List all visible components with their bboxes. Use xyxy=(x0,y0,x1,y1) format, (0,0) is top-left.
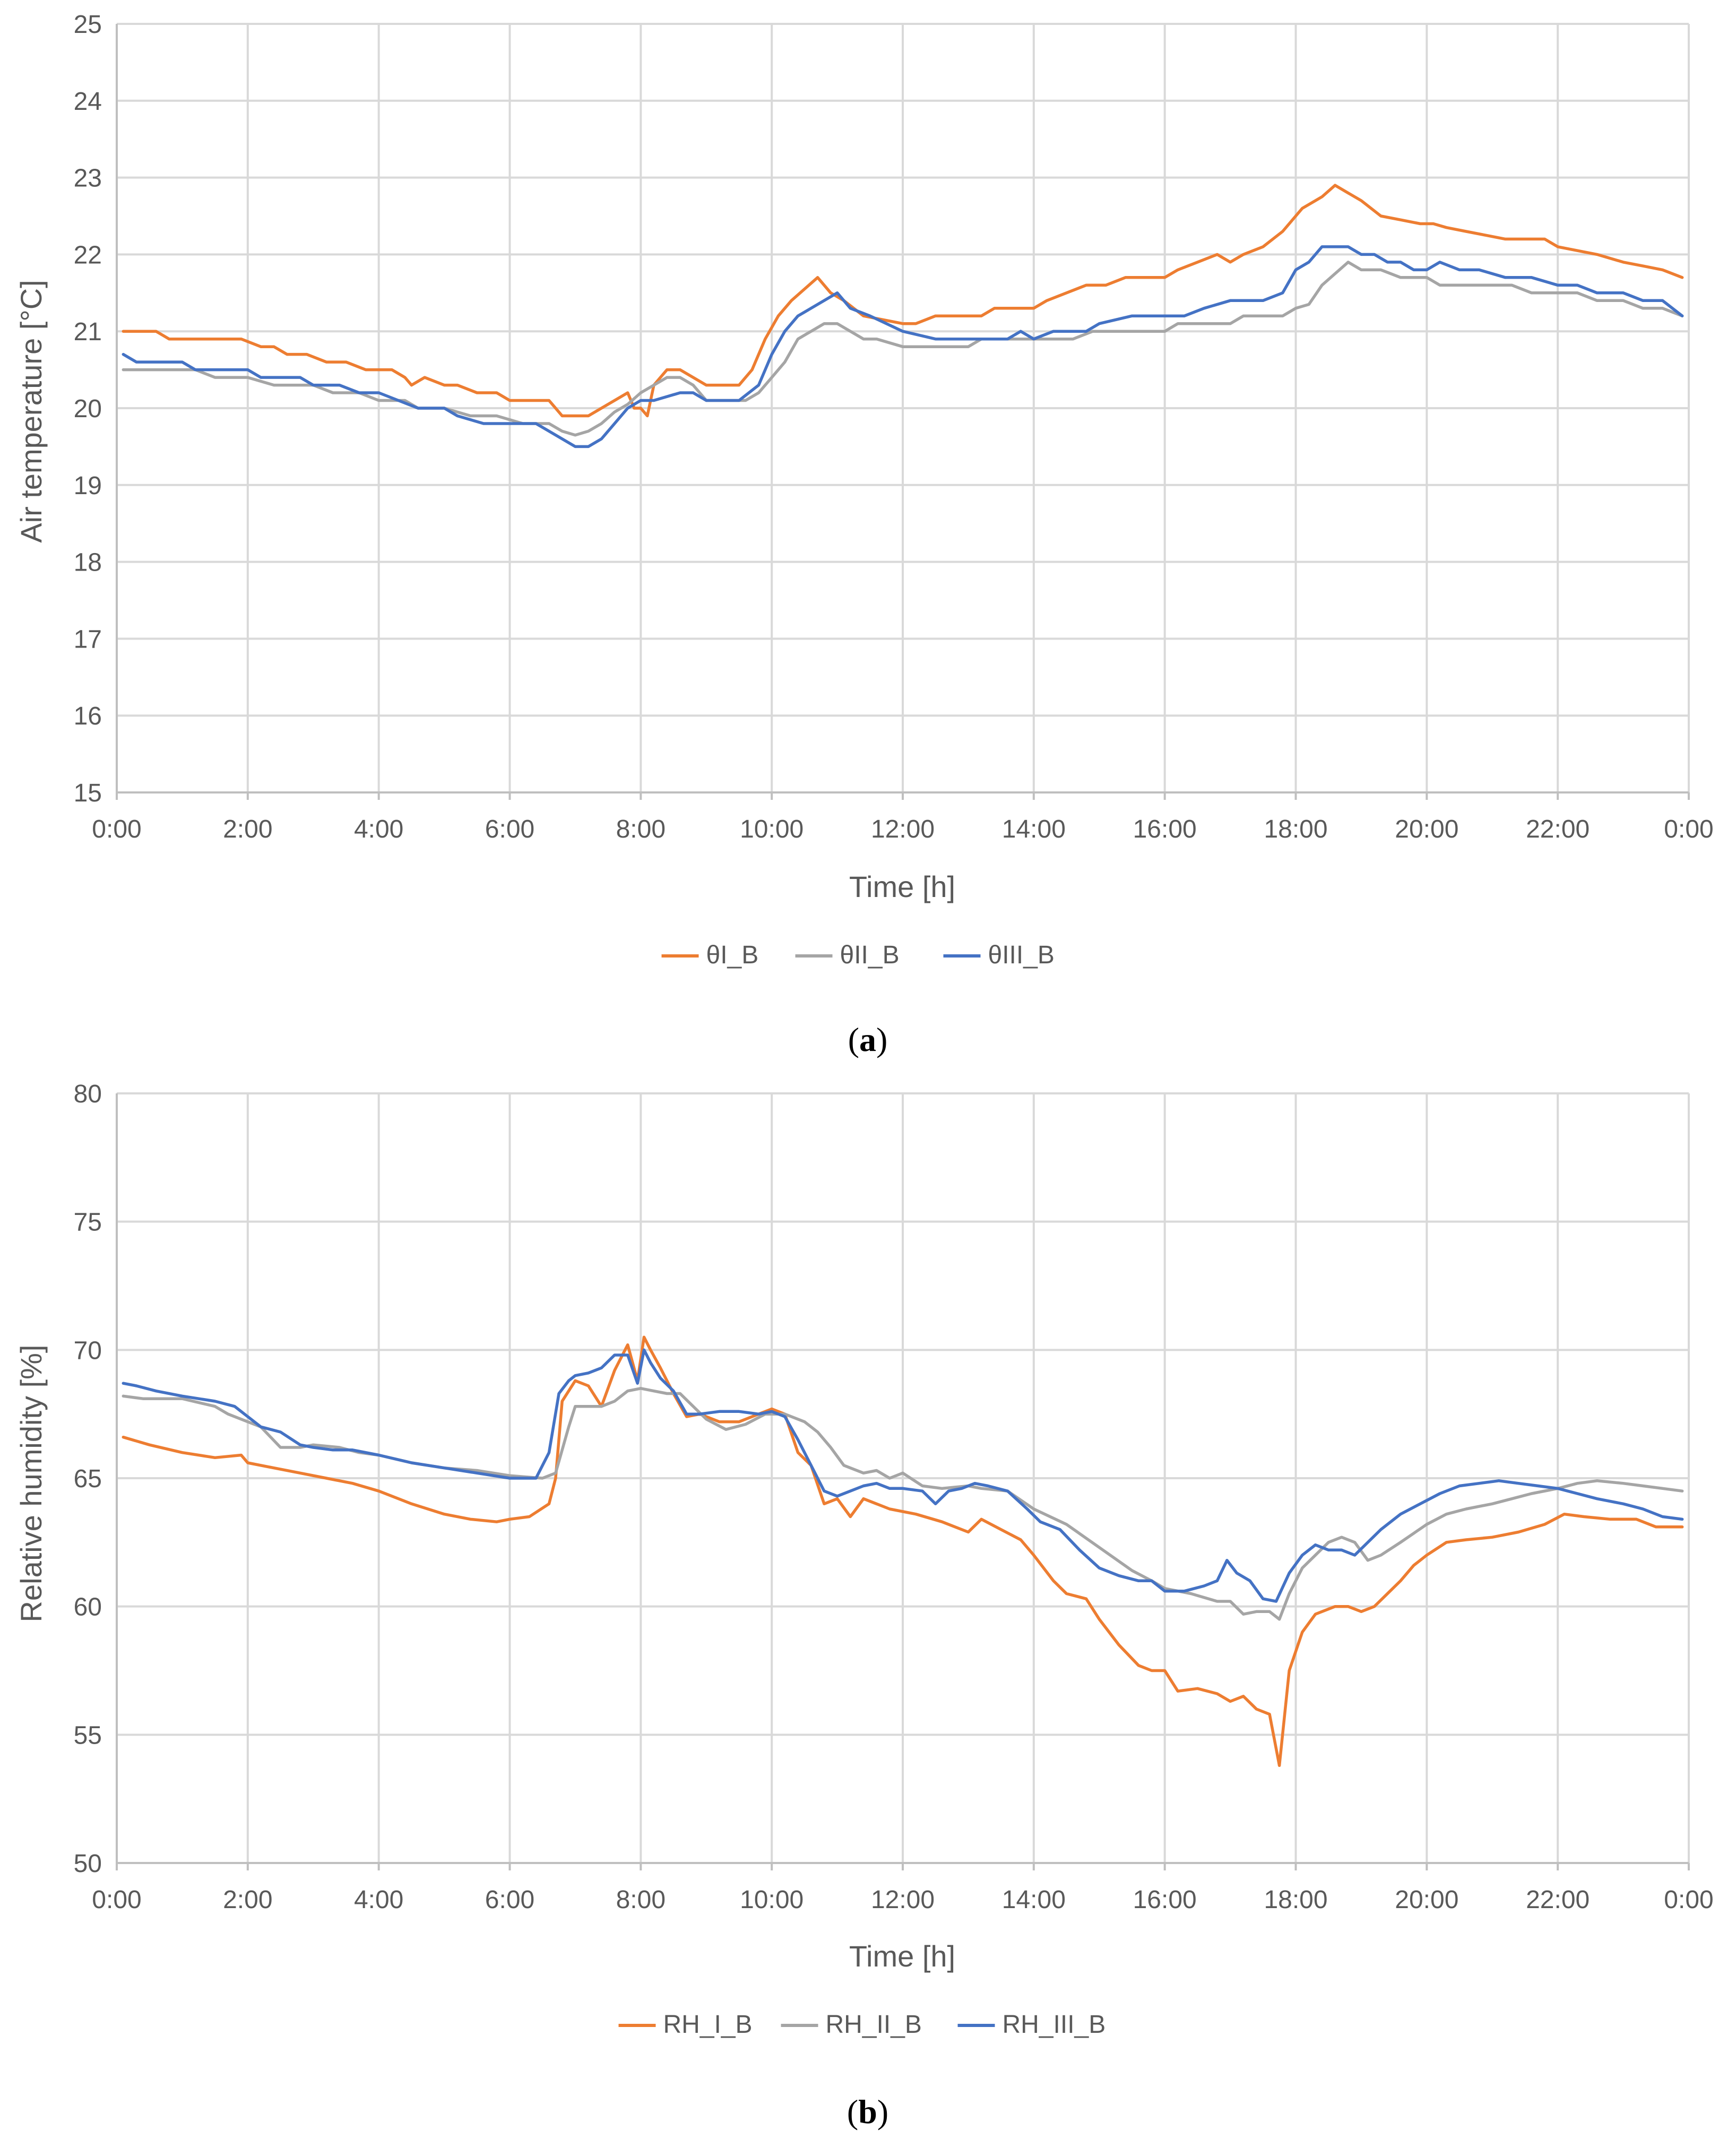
legend-label: θIII_B xyxy=(988,941,1055,969)
legend-label: θII_B xyxy=(840,941,900,969)
legend-label: θI_B xyxy=(706,941,759,969)
chart-b-y-tick-labels: 50 55 60 65 70 75 80 xyxy=(74,1080,102,1878)
x-tick-label: 14:00 xyxy=(1002,1886,1066,1914)
x-tick-label: 0:00 xyxy=(1664,1886,1713,1914)
series-line--iii-b xyxy=(122,245,1684,448)
chart-a-x-tick-labels: 0:00 2:00 4:00 6:00 8:00 10:00 12:00 14:00 16:00… xyxy=(92,815,1713,843)
legend-label: RH_II_B xyxy=(826,2011,922,2039)
x-tick-label: 16:00 xyxy=(1133,815,1197,843)
y-tick-label: 15 xyxy=(74,779,102,807)
x-tick-label: 6:00 xyxy=(485,1886,534,1914)
y-tick-label: 16 xyxy=(74,702,102,730)
series-line--ii-b xyxy=(122,261,1684,437)
x-tick-label: 8:00 xyxy=(616,1886,666,1914)
chart-b-legend: RH_I_B RH_II_B RH_III_B xyxy=(618,2011,1106,2039)
chart-b-ylabel: Relative humidity [%] xyxy=(14,1345,48,1623)
y-tick-label: 23 xyxy=(74,165,102,193)
y-tick-label: 65 xyxy=(74,1465,102,1493)
chart-b-series xyxy=(122,1335,1684,1767)
y-tick-label: 21 xyxy=(74,318,102,346)
x-tick-label: 0:00 xyxy=(1664,815,1713,843)
chart-b-relative-humidity: 50 55 60 65 70 75 80 0:00 2:00 4:00 6:00 8:00 10:00… xyxy=(14,1080,1714,2039)
x-tick-label: 0:00 xyxy=(92,815,141,843)
x-tick-label: 6:00 xyxy=(485,815,534,843)
x-tick-label: 14:00 xyxy=(1002,815,1066,843)
y-tick-label: 80 xyxy=(74,1080,102,1108)
chart-a-series xyxy=(122,184,1684,448)
x-tick-label: 18:00 xyxy=(1264,1886,1327,1914)
x-tick-label: 20:00 xyxy=(1395,815,1458,843)
chart-b-x-tick-labels: 0:00 2:00 4:00 6:00 8:00 10:00 12:00 14:00 16:00… xyxy=(92,1886,1713,1914)
y-tick-label: 19 xyxy=(74,472,102,500)
x-tick-label: 4:00 xyxy=(354,815,403,843)
x-tick-label: 12:00 xyxy=(871,815,935,843)
y-tick-label: 70 xyxy=(74,1336,102,1365)
chart-b-axis xyxy=(116,1093,1690,1870)
legend-label: RH_I_B xyxy=(663,2011,753,2039)
y-tick-label: 18 xyxy=(74,549,102,577)
panel-label-a: (a) xyxy=(848,1021,888,1058)
chart-b-gridlines xyxy=(117,1092,1690,1863)
y-tick-label: 75 xyxy=(74,1209,102,1237)
y-tick-label: 17 xyxy=(74,625,102,653)
y-tick-label: 50 xyxy=(74,1850,102,1878)
x-tick-label: 22:00 xyxy=(1526,815,1590,843)
x-tick-label: 2:00 xyxy=(223,1886,272,1914)
x-tick-label: 10:00 xyxy=(740,1886,804,1914)
chart-a-legend: θI_B θII_B θIII_B xyxy=(661,941,1055,969)
x-tick-label: 18:00 xyxy=(1264,815,1327,843)
chart-a-air-temperature: 15 16 17 18 19 20 21 22 23 24 25 0:00 2:00 4:00 6:00 8… xyxy=(14,11,1714,969)
chart-a-y-tick-labels: 15 16 17 18 19 20 21 22 23 24 25 xyxy=(74,11,102,807)
x-tick-label: 8:00 xyxy=(616,815,666,843)
chart-a-ylabel: Air temperature [°C] xyxy=(14,280,48,542)
series-line-rh-iii-b xyxy=(122,1348,1684,1603)
y-tick-label: 20 xyxy=(74,395,102,423)
y-tick-label: 60 xyxy=(74,1593,102,1622)
x-tick-label: 4:00 xyxy=(354,1886,403,1914)
chart-a-axis xyxy=(116,24,1690,800)
panel-letter-b: b xyxy=(858,2093,877,2131)
x-tick-label: 16:00 xyxy=(1133,1886,1197,1914)
legend-label: RH_III_B xyxy=(1003,2011,1106,2039)
chart-b-xlabel: Time [h] xyxy=(849,1939,955,1973)
chart-a-xlabel: Time [h] xyxy=(849,870,955,903)
x-tick-label: 0:00 xyxy=(92,1886,141,1914)
y-tick-label: 22 xyxy=(74,241,102,269)
panel-letter-a: a xyxy=(859,1021,876,1058)
y-tick-label: 25 xyxy=(74,11,102,39)
y-tick-label: 55 xyxy=(74,1721,102,1749)
panel-label-b: (b) xyxy=(847,2093,888,2131)
series-line-rh-i-b xyxy=(122,1335,1684,1767)
x-tick-label: 10:00 xyxy=(740,815,804,843)
x-tick-label: 12:00 xyxy=(871,1886,935,1914)
chart-a-gridlines xyxy=(117,23,1690,792)
x-tick-label: 20:00 xyxy=(1395,1886,1458,1914)
x-tick-label: 22:00 xyxy=(1526,1886,1590,1914)
y-tick-label: 24 xyxy=(74,88,102,116)
x-tick-label: 2:00 xyxy=(223,815,272,843)
